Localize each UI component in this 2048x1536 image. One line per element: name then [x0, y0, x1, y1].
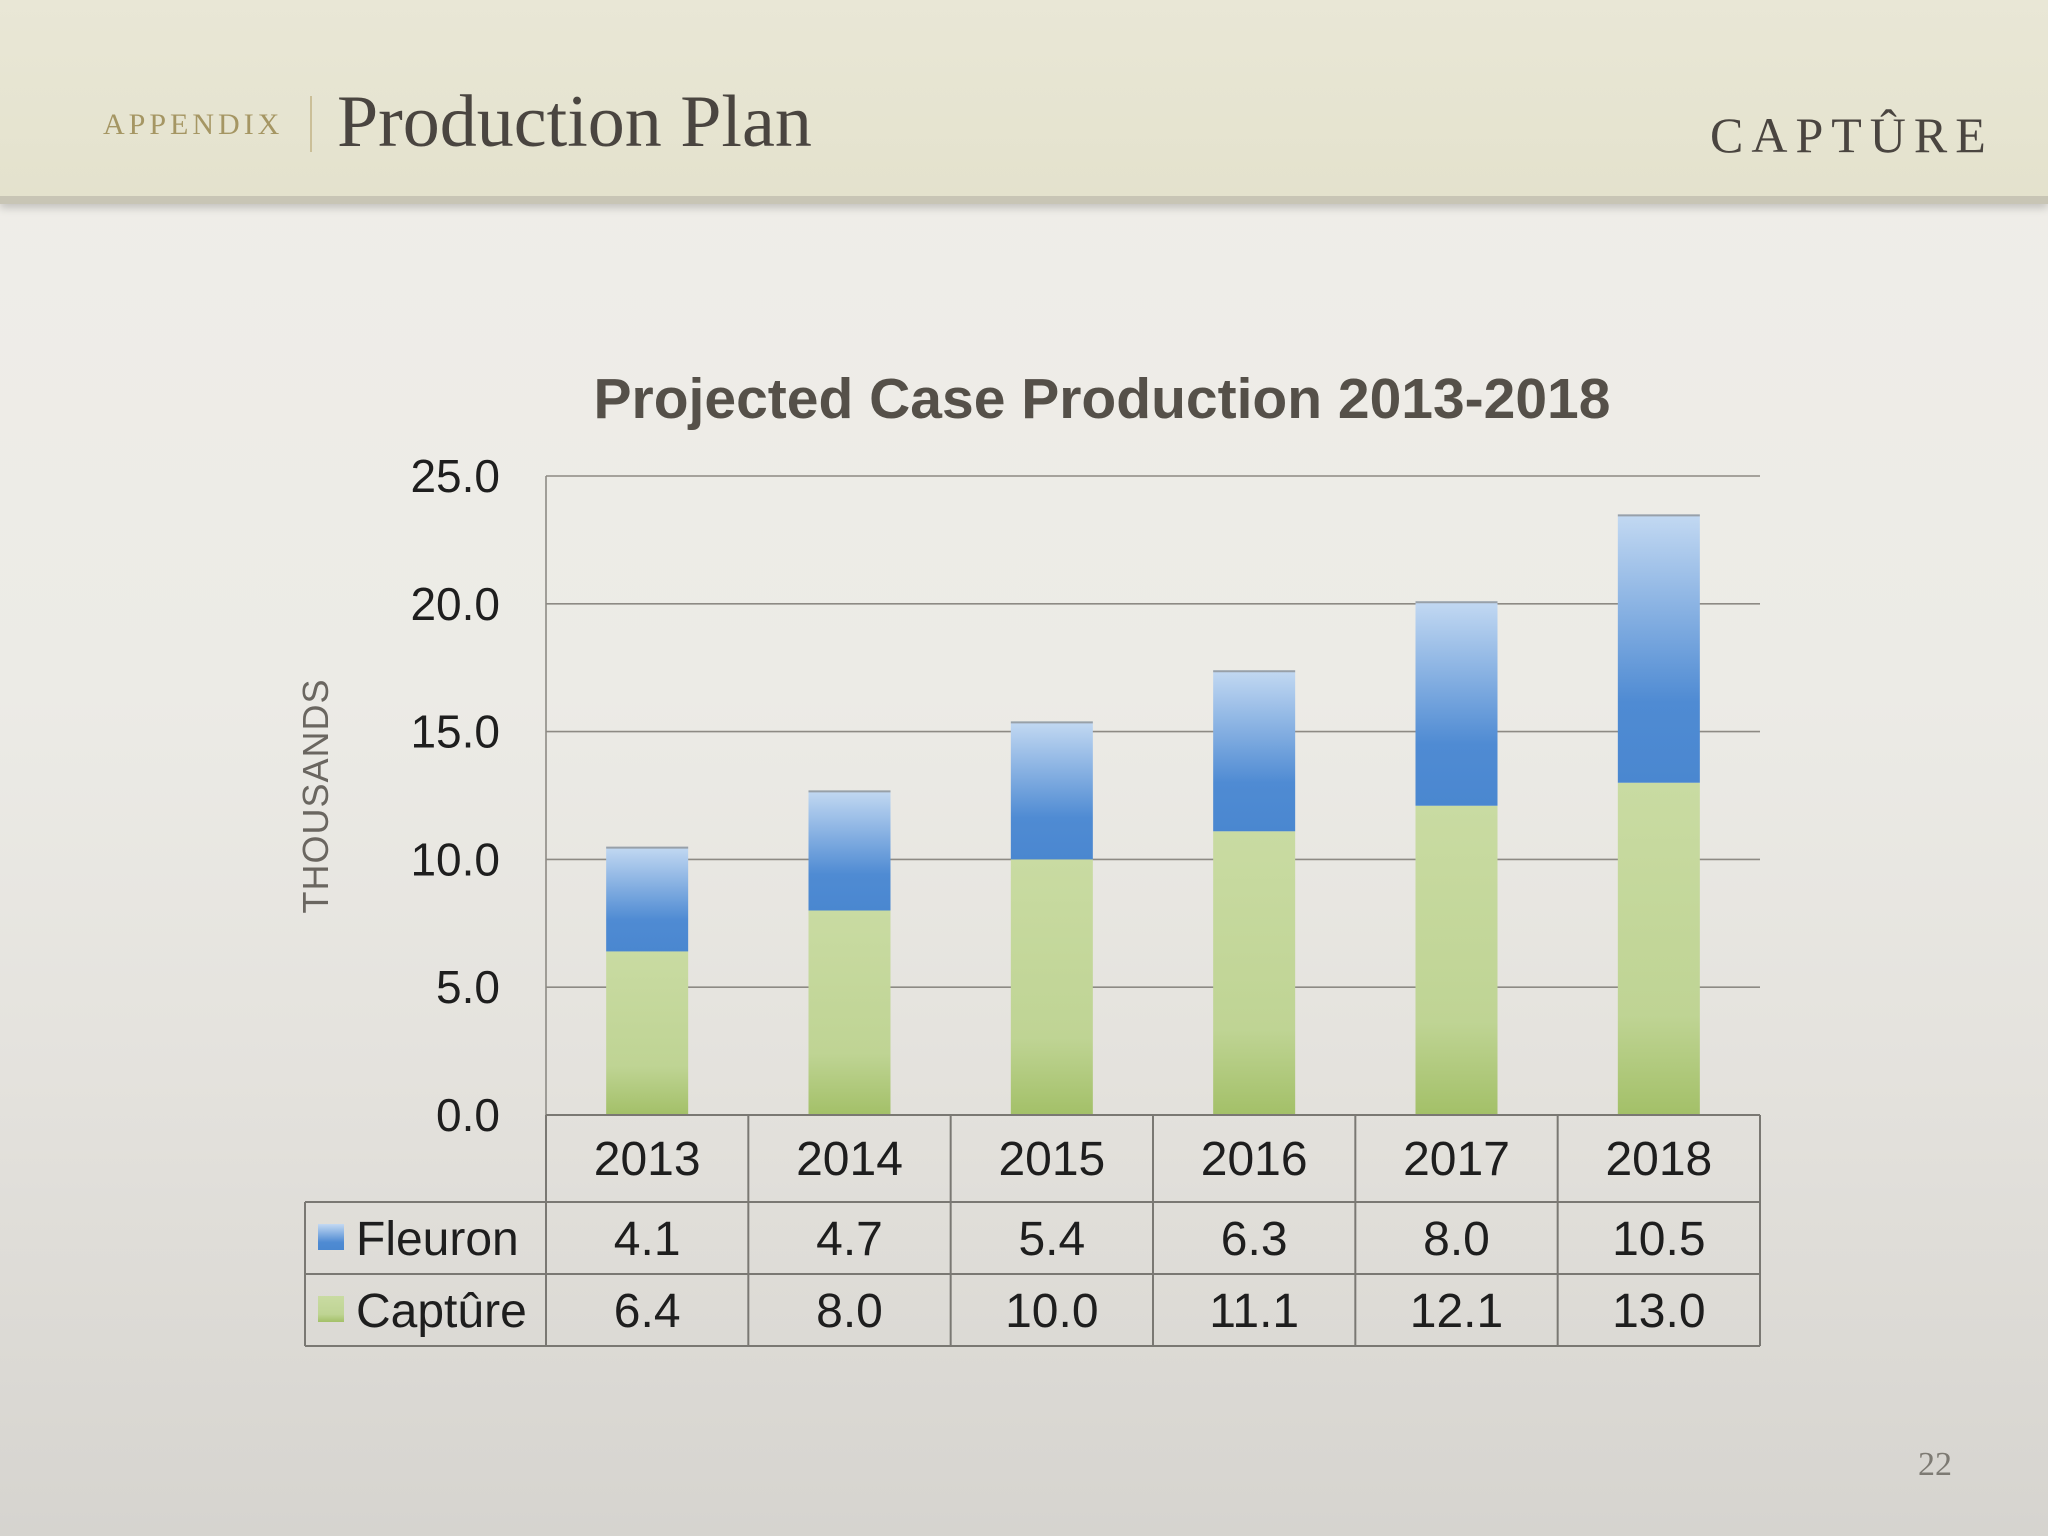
bar-captûre-2016 — [1213, 831, 1296, 1115]
y-tick-label: 15.0 — [410, 706, 500, 758]
data-label: 11.1 — [1209, 1285, 1299, 1338]
x-tick-label: 2015 — [998, 1133, 1105, 1186]
page-number: 22 — [1918, 1446, 1952, 1483]
data-label: 13.0 — [1612, 1285, 1705, 1338]
data-label: 5.4 — [1018, 1213, 1085, 1266]
bar-captûre-2014 — [808, 910, 891, 1115]
slide-header: APPENDIX Production Plan CAPTÛRE — [0, 0, 2048, 204]
data-label: 8.0 — [816, 1285, 883, 1338]
bar-captûre-2015 — [1010, 859, 1093, 1115]
x-tick-label: 2017 — [1403, 1133, 1510, 1186]
bar-fleuron-2016 — [1213, 670, 1296, 832]
data-label: 10.5 — [1612, 1213, 1705, 1266]
bar-captûre-2018 — [1617, 782, 1700, 1115]
y-tick-label: 25.0 — [410, 450, 500, 502]
bar-captûre-2017 — [1415, 805, 1498, 1115]
y-tick-label: 10.0 — [410, 833, 500, 885]
data-label: 6.4 — [614, 1285, 681, 1338]
data-label: 4.7 — [816, 1213, 883, 1266]
brand-logo: CAPTÛRE — [1710, 107, 1994, 163]
bar-fleuron-2013 — [606, 846, 689, 952]
bar-fleuron-2014 — [808, 790, 891, 911]
x-tick-label: 2013 — [594, 1133, 701, 1186]
data-label: 10.0 — [1005, 1285, 1098, 1338]
bar-fleuron-2018 — [1617, 514, 1700, 783]
legend-swatch-fleuron — [318, 1224, 344, 1250]
bar-fleuron-2015 — [1010, 721, 1093, 860]
legend-label: Captûre — [356, 1285, 527, 1338]
x-tick-label: 2014 — [796, 1133, 903, 1186]
x-tick-label: 2018 — [1605, 1133, 1712, 1186]
data-label: 12.1 — [1410, 1285, 1503, 1338]
section-label: APPENDIX — [103, 108, 284, 141]
legend-swatch-captûre — [318, 1296, 344, 1322]
legend-label: Fleuron — [356, 1213, 519, 1266]
bar-captûre-2013 — [606, 951, 689, 1115]
chart-title: Projected Case Production 2013-2018 — [594, 367, 1611, 431]
y-axis-label: THOUSANDS — [295, 678, 336, 913]
bar-fleuron-2017 — [1415, 601, 1498, 806]
x-tick-label: 2016 — [1201, 1133, 1308, 1186]
data-label: 4.1 — [614, 1213, 681, 1266]
y-tick-label: 5.0 — [436, 961, 500, 1013]
data-label: 6.3 — [1221, 1213, 1288, 1266]
page-title: Production Plan — [337, 81, 812, 163]
data-label: 8.0 — [1423, 1213, 1490, 1266]
y-tick-label: 0.0 — [436, 1089, 500, 1141]
y-tick-label: 20.0 — [410, 578, 500, 630]
header-divider — [310, 96, 312, 152]
